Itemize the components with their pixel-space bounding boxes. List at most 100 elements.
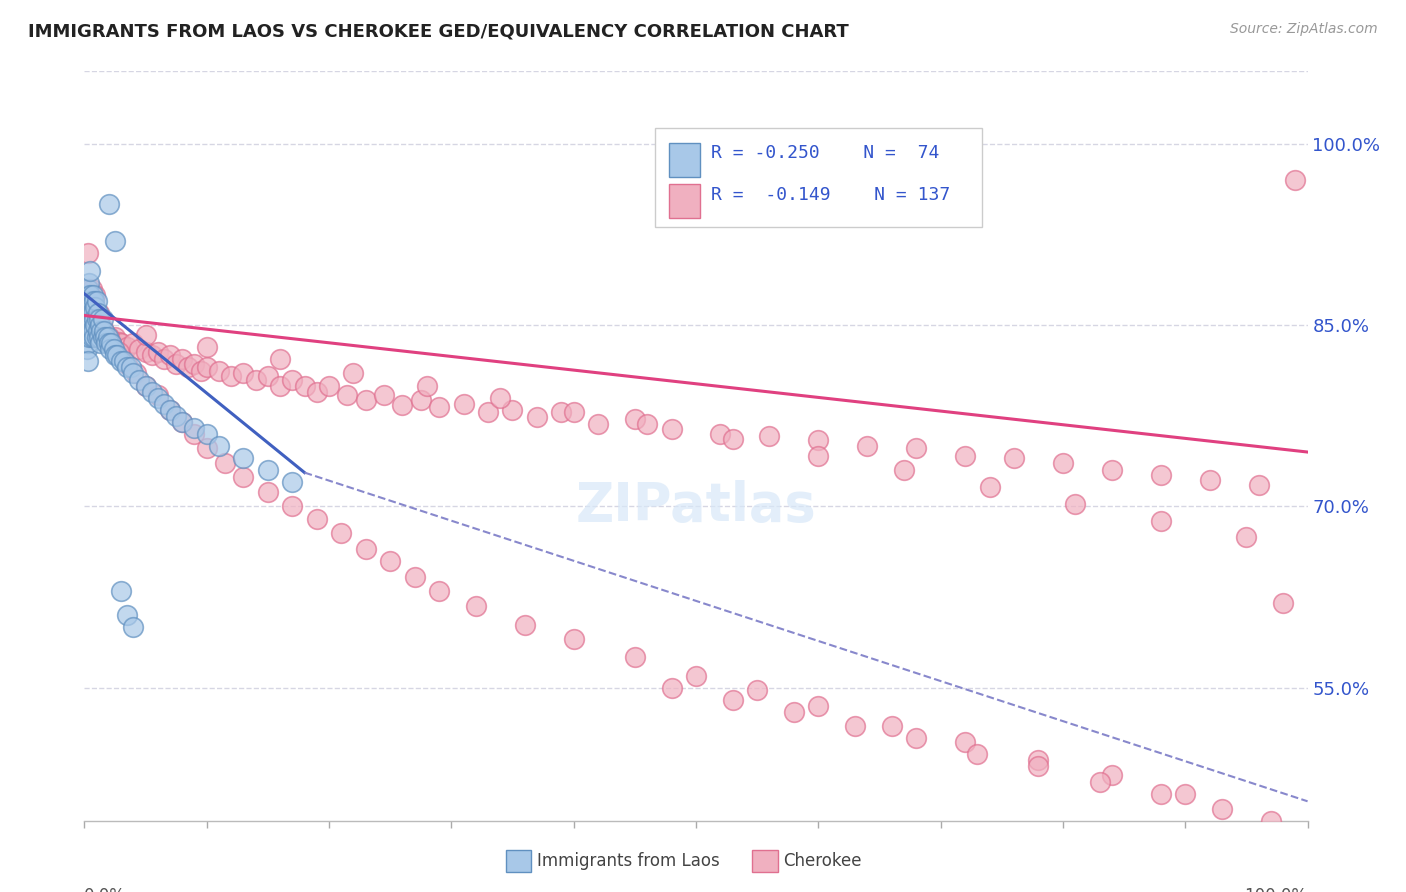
Point — [90, 324, 112, 338]
Point — [82, 324, 104, 338]
Point — [79, 324, 101, 338]
Point — [146, 388, 169, 402]
Point — [135, 327, 157, 342]
Point — [77, 245, 100, 260]
Point — [107, 344, 129, 359]
Point — [953, 735, 976, 749]
Point — [89, 336, 111, 351]
Point — [86, 324, 108, 338]
Point — [79, 288, 101, 302]
Point — [404, 569, 426, 583]
Text: 100.0%: 100.0% — [1244, 888, 1308, 892]
Point — [80, 293, 103, 308]
Point — [1260, 814, 1282, 828]
Point — [661, 422, 683, 436]
Point — [195, 426, 218, 441]
Point — [80, 300, 103, 314]
Point — [1150, 514, 1173, 528]
Point — [1198, 473, 1220, 487]
Point — [76, 324, 98, 338]
Point — [122, 620, 145, 634]
Point — [110, 584, 132, 599]
Point — [100, 336, 122, 351]
Point — [905, 731, 928, 746]
Point — [172, 415, 194, 429]
Point — [427, 584, 450, 599]
Point — [856, 439, 879, 453]
Text: ZIPatlas: ZIPatlas — [575, 480, 817, 532]
Point — [330, 526, 353, 541]
Point — [232, 367, 254, 381]
Point — [122, 367, 145, 381]
Point — [562, 632, 585, 647]
Point — [190, 364, 212, 378]
Point — [115, 608, 138, 623]
Point — [86, 293, 108, 308]
Point — [96, 330, 118, 344]
Point — [464, 599, 486, 613]
Point — [1028, 759, 1050, 773]
Point — [1002, 451, 1025, 466]
Point — [1150, 787, 1173, 801]
Point — [103, 343, 125, 357]
Point — [269, 378, 291, 392]
Point — [79, 324, 101, 338]
Point — [1174, 787, 1197, 801]
Point — [165, 357, 187, 371]
Point — [87, 306, 110, 320]
Point — [232, 470, 254, 484]
Point — [76, 306, 98, 320]
Point — [77, 293, 100, 308]
Point — [1272, 596, 1295, 610]
Point — [159, 348, 181, 362]
Point — [76, 343, 98, 357]
Point — [453, 397, 475, 411]
Point — [79, 312, 101, 326]
Point — [104, 348, 127, 362]
Point — [100, 333, 122, 347]
Point — [84, 288, 107, 302]
Point — [77, 318, 100, 333]
Point — [84, 318, 107, 333]
Point — [153, 351, 176, 366]
Point — [77, 288, 100, 302]
Point — [141, 384, 163, 399]
Point — [135, 378, 157, 392]
Point — [844, 719, 866, 733]
Point — [477, 405, 499, 419]
Point — [159, 402, 181, 417]
Point — [97, 330, 120, 344]
Point — [966, 747, 988, 761]
Point — [783, 705, 806, 719]
Point — [141, 348, 163, 362]
Point — [91, 320, 114, 334]
Point — [115, 340, 138, 354]
Point — [195, 442, 218, 456]
Point — [83, 330, 105, 344]
Point — [893, 463, 915, 477]
Point — [624, 412, 647, 426]
Point — [502, 402, 524, 417]
Point — [354, 541, 377, 556]
Point — [83, 330, 105, 344]
Point — [128, 343, 150, 357]
Point — [77, 282, 100, 296]
Point — [90, 324, 112, 338]
Point — [82, 306, 104, 320]
Point — [489, 391, 512, 405]
Point — [294, 378, 316, 392]
Point — [232, 451, 254, 466]
Point — [1101, 768, 1123, 782]
Point — [80, 282, 103, 296]
Text: Immigrants from Laos: Immigrants from Laos — [537, 852, 720, 870]
Point — [97, 197, 120, 211]
Point — [87, 318, 110, 333]
Point — [112, 354, 135, 368]
Point — [1052, 456, 1074, 470]
Point — [758, 429, 780, 443]
Point — [721, 693, 744, 707]
Point — [661, 681, 683, 695]
Point — [97, 330, 120, 344]
Point — [195, 360, 218, 375]
Point — [953, 449, 976, 463]
